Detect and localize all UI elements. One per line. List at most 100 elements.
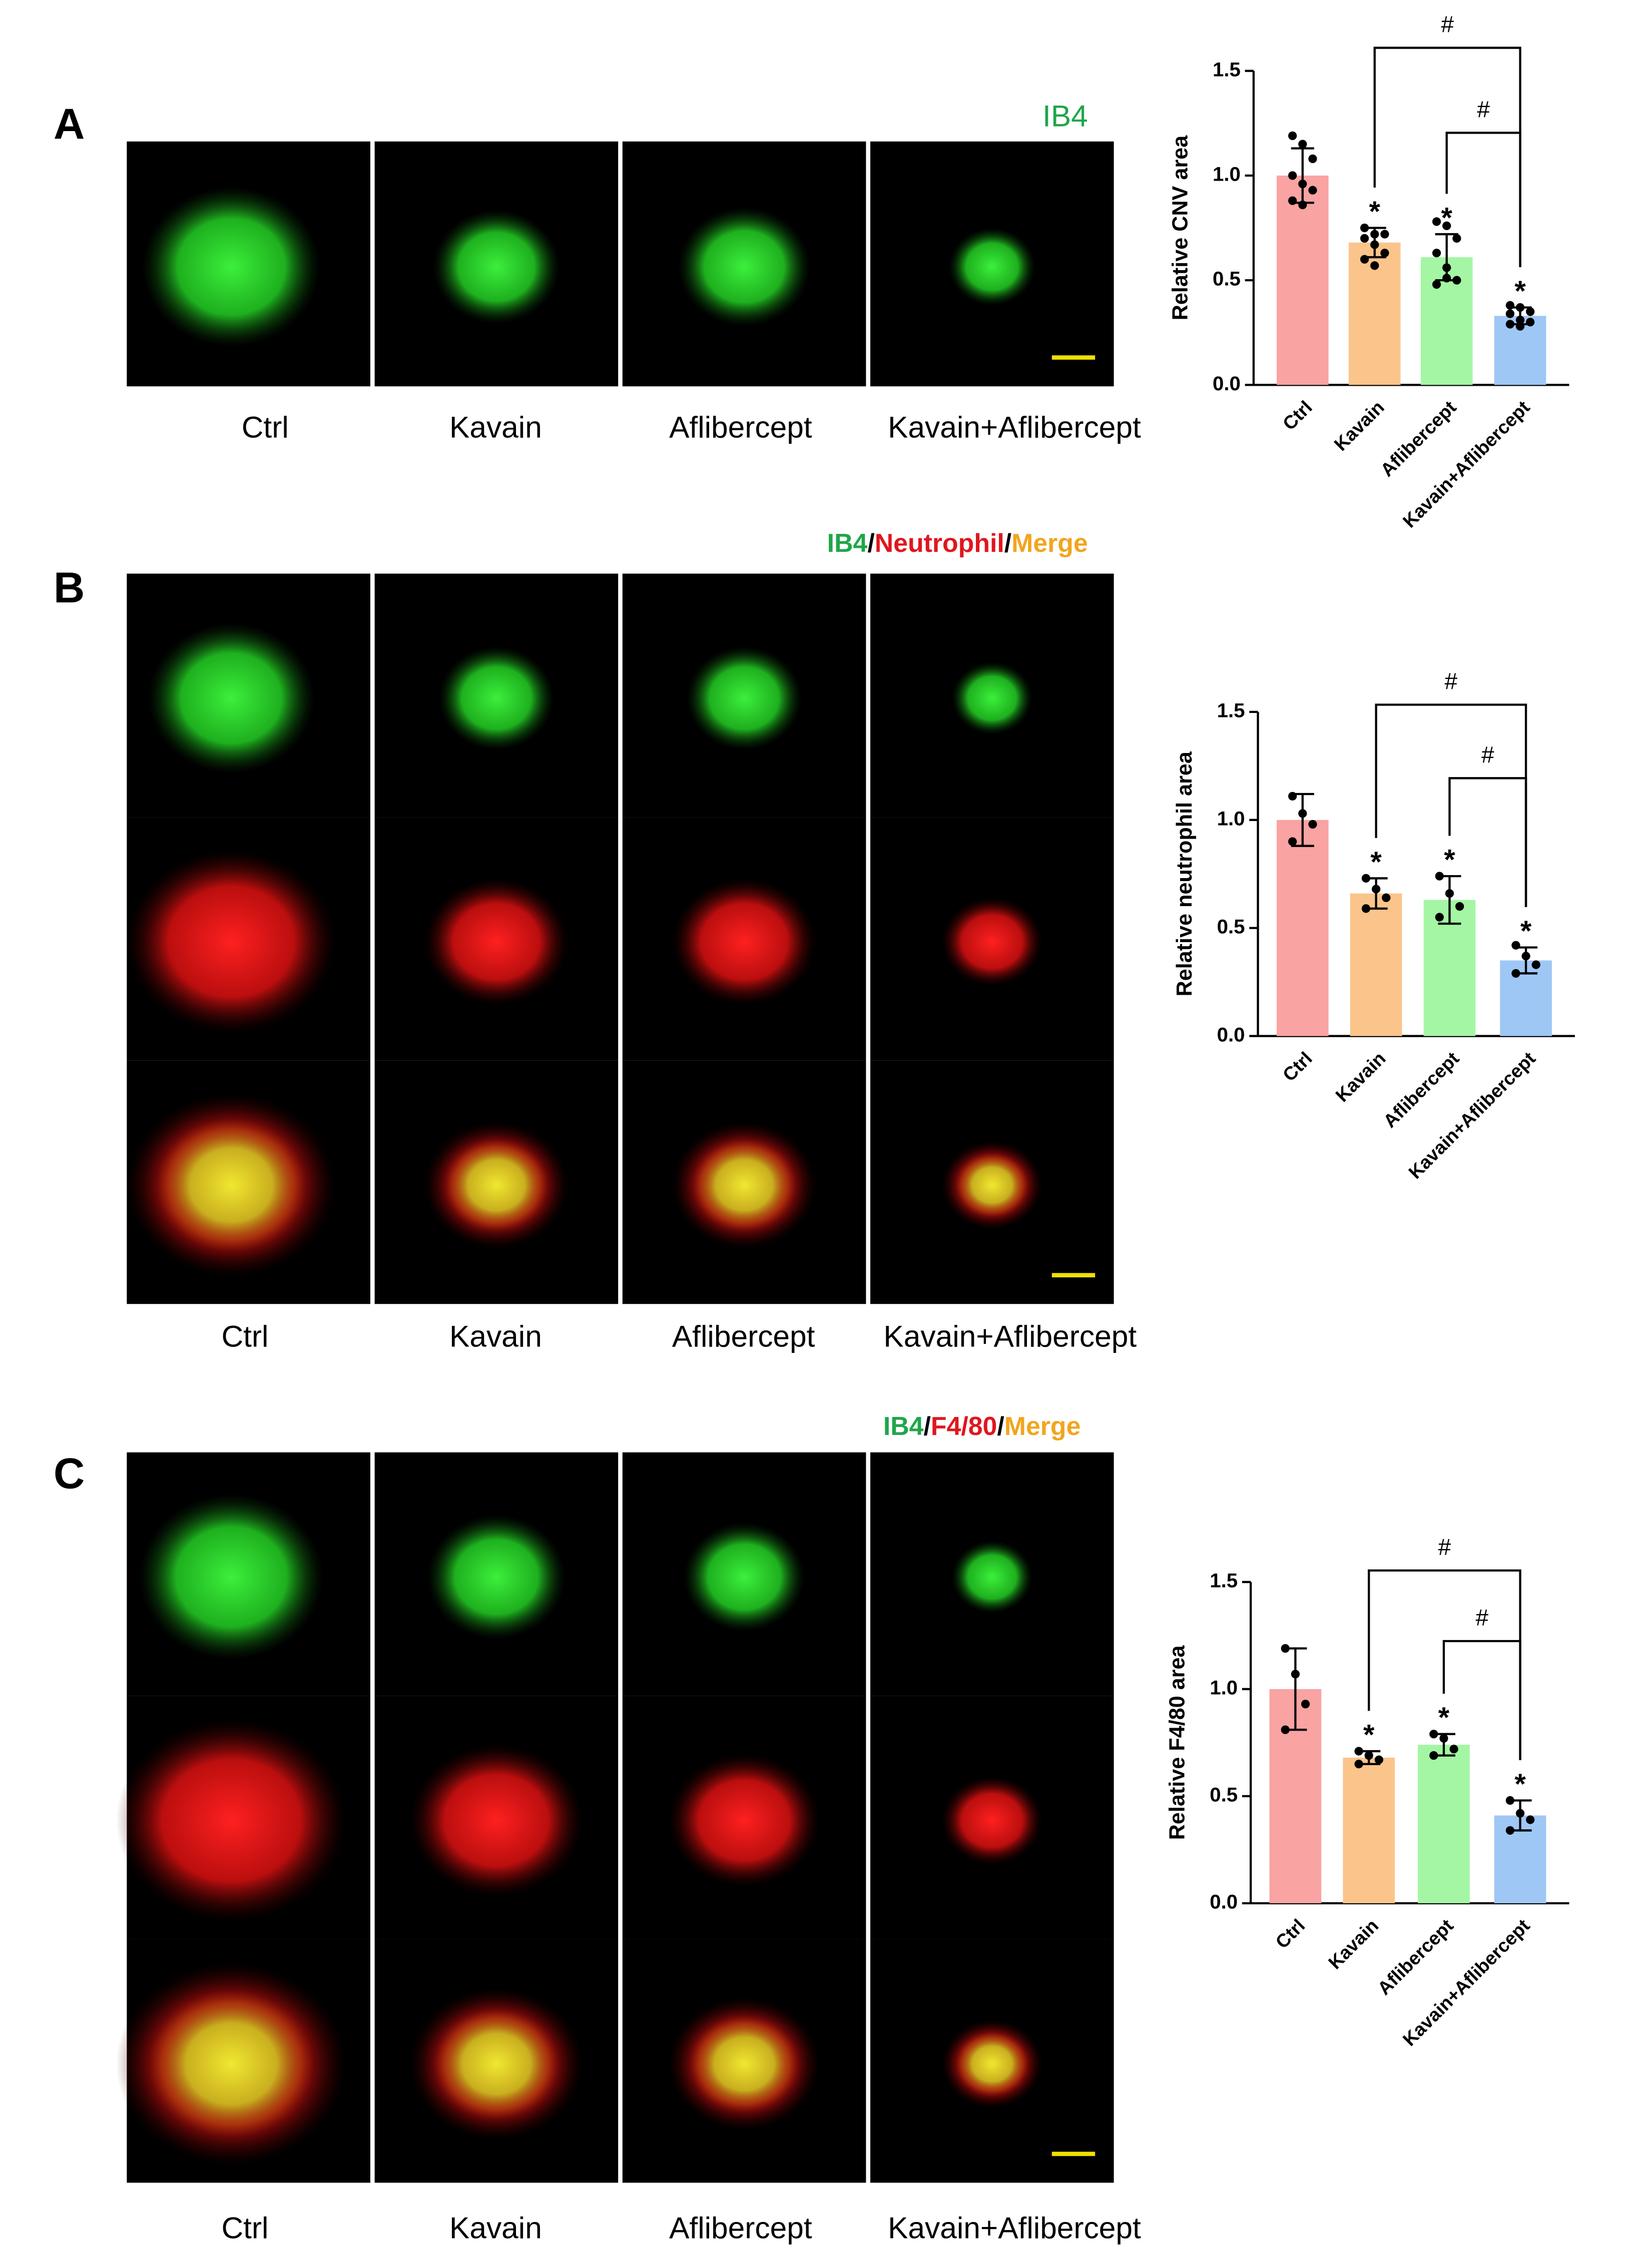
data-point [1288,837,1297,846]
data-point [1288,171,1297,180]
fluorescence [686,646,802,750]
bar [1343,1757,1395,1903]
stain-part: / [997,1411,1004,1440]
data-point [1452,234,1461,243]
data-point [1308,186,1317,195]
fluorescence [139,1494,324,1660]
data-point [1364,1751,1373,1760]
data-point [1515,1809,1525,1818]
data-point [1354,1747,1363,1756]
data-point [1449,1745,1458,1754]
fluorescence [948,228,1035,306]
x-tick-label: Kavain+Aflibercept [1399,397,1534,532]
fluorescence [690,2015,799,2112]
fluorescence [438,646,555,750]
bracket-label: # [1481,741,1494,768]
y-axis-label: Relative F4/80 area [1166,1645,1190,1840]
data-point [1291,1670,1300,1679]
data-point [1429,1730,1438,1739]
y-tick-label: 1.0 [1217,807,1245,830]
data-point [1515,315,1525,325]
data-point [1360,234,1369,243]
bracket [1445,132,1521,267]
x-tick-label: Kavain [1324,1915,1382,1973]
fluorescence [444,1139,549,1231]
data-point [1521,952,1530,961]
y-tick-label: 0.0 [1213,372,1241,395]
y-tick-label: 1.0 [1210,1677,1238,1699]
data-point [1526,307,1535,316]
fluorescence [410,1744,583,1897]
significance: * [1514,275,1526,307]
bar [1418,1745,1470,1903]
data-point [1432,249,1441,258]
data-point [1374,1755,1384,1764]
y-tick-label: 0.0 [1217,1023,1245,1046]
column-label: Kavain+Aflibercept [883,1319,1137,1353]
data-point [1455,902,1464,911]
data-point [1505,320,1515,329]
data-point [1298,179,1307,189]
data-point [1380,249,1389,258]
bracket [1442,1640,1521,1760]
fluorescence [668,1754,820,1887]
data-point [1370,230,1379,239]
column-label: Kavain [449,2211,542,2245]
x-tick-label: Ctrl [1271,1915,1309,1952]
data-point [1354,1760,1363,1769]
stain-part: Merge [1004,1411,1081,1440]
significance: * [1369,196,1381,228]
x-tick-label: Aflibercept [1379,1048,1463,1132]
data-point [1281,1725,1290,1734]
bar [1350,893,1402,1036]
column-label: Kavain [449,1319,542,1353]
fluorescence [148,623,315,774]
significance: * [1514,1768,1526,1800]
data-point [1361,874,1371,883]
data-point [1288,792,1297,801]
stain-label: IB4 [1042,99,1088,133]
data-point [1298,809,1307,818]
data-point [1301,1700,1310,1709]
y-tick-label: 0.5 [1217,915,1245,938]
fluorescence [951,661,1032,735]
data-point [1288,131,1297,141]
x-tick-label: Kavain [1330,397,1388,455]
data-point [1526,1815,1535,1824]
stain-part: / [923,1411,930,1440]
stain-part: F4/80 [931,1411,997,1440]
y-tick-label: 0.5 [1213,268,1241,290]
data-point [1511,969,1520,978]
data-point [1308,820,1317,829]
significance: * [1370,846,1382,878]
fluorescence [678,207,811,327]
fluorescence [692,1139,796,1231]
y-axis-label: Relative neutrophil area [1173,751,1197,996]
data-point [1288,196,1297,205]
x-tick-label: Kavain [1331,1048,1389,1106]
y-tick-label: 1.5 [1217,699,1245,722]
bar [1276,175,1329,385]
fluorescence [127,850,336,1034]
y-tick-label: 1.5 [1213,58,1241,81]
column-label: Kavain+Aflibercept [888,410,1141,444]
data-point [1308,154,1317,164]
data-point [1432,217,1441,226]
stain-part: IB4 [883,1411,924,1440]
fluorescence [142,186,321,347]
data-point [1531,960,1540,969]
column-label: Ctrl [242,410,289,444]
fluorescence [433,210,560,324]
y-axis-label: Relative CNV area [1168,135,1192,321]
significance: * [1438,1702,1450,1734]
y-tick-label: 0.5 [1210,1784,1238,1806]
bracket-label: # [1477,96,1490,122]
stain-part: Merge [1011,528,1088,557]
fluorescence [941,1776,1043,1865]
bracket-label: # [1445,668,1458,694]
column-label: Aflibercept [669,410,812,444]
fluorescence [156,1118,307,1252]
data-point [1505,1826,1515,1835]
y-tick-label: 1.5 [1210,1570,1238,1592]
